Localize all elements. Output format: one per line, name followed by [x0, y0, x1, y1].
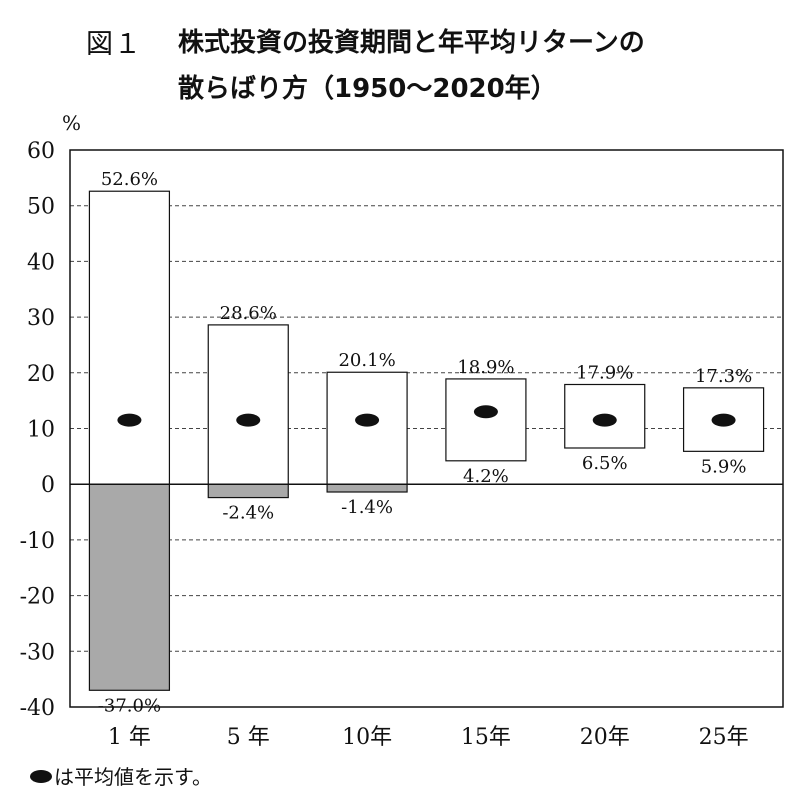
max-value-label: 17.9%	[576, 362, 633, 383]
mean-marker	[711, 413, 736, 427]
y-tick-label: -10	[20, 529, 55, 554]
y-tick-label: -30	[20, 640, 55, 665]
mean-marker	[355, 413, 380, 427]
y-unit-label: %	[62, 111, 81, 135]
min-value-label: 6.5%	[582, 453, 628, 474]
range-bar-chart: 60 50 40 30 20 10 0 -10 -20 -30 -40% 52.6% -37.0% 1 年…	[20, 111, 784, 750]
range-bar	[445, 378, 527, 462]
max-value-label: 20.1%	[338, 350, 395, 371]
range-bar-negative	[326, 483, 408, 493]
y-tick-label: -20	[20, 585, 55, 610]
range-bar-negative	[207, 483, 289, 499]
max-value-label: 52.6%	[101, 169, 158, 190]
legend-text: は平均値を示す。	[54, 765, 212, 789]
min-value-label: 4.2%	[463, 466, 509, 487]
mean-marker	[473, 405, 498, 419]
plot-frame	[69, 149, 784, 708]
figure-label: 図１	[86, 29, 142, 60]
legend: は平均値を示す。	[30, 761, 212, 790]
mean-marker	[592, 413, 617, 427]
y-tick-label: 60	[27, 139, 55, 164]
min-value-label: -2.4%	[222, 503, 274, 524]
mean-marker-icon	[30, 770, 52, 783]
y-tick-label: -40	[20, 696, 55, 721]
x-category-label: 25年	[699, 725, 749, 750]
max-value-label: 17.3%	[695, 366, 752, 387]
x-category-label: 15年	[461, 725, 511, 750]
y-tick-label: 40	[27, 250, 55, 275]
mean-marker	[117, 413, 142, 427]
y-tick-label: 0	[41, 473, 55, 498]
min-value-label: -37.0%	[98, 695, 161, 716]
range-bar-negative	[88, 483, 171, 691]
x-category-label: 10年	[342, 725, 392, 750]
max-value-label: 28.6%	[220, 303, 277, 324]
x-category-label: 20年	[580, 725, 630, 750]
mean-marker	[236, 413, 261, 427]
x-category-label: 5 年	[227, 725, 270, 750]
chart-title-line-1: 株式投資の投資期間と年平均リターンの	[178, 28, 645, 58]
max-value-label: 18.9%	[457, 357, 514, 378]
chart-title-line-2: 散らばり方（1950〜2020年）	[178, 74, 557, 104]
y-tick-label: 50	[27, 195, 55, 220]
min-value-label: 5.9%	[701, 456, 747, 477]
range-bar-positive	[207, 324, 289, 485]
y-tick-label: 30	[27, 306, 55, 331]
range-bar-positive	[88, 190, 171, 485]
min-value-label: -1.4%	[341, 497, 393, 518]
y-tick-label: 20	[27, 362, 55, 387]
x-category-label: 1 年	[108, 725, 151, 750]
range-bar-positive	[326, 371, 408, 485]
y-tick-label: 10	[27, 418, 55, 443]
